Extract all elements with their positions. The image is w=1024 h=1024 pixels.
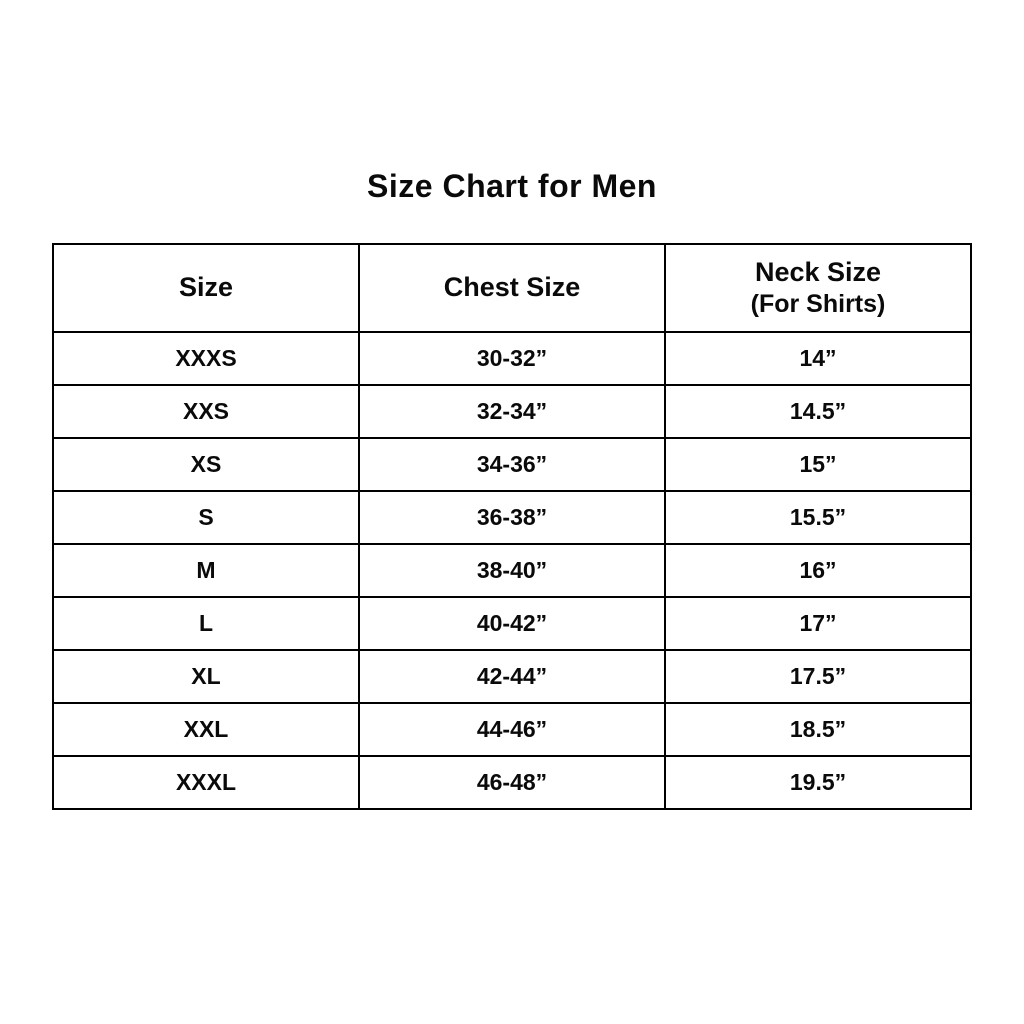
cell-chest: 38-40” [358, 543, 666, 598]
cell-neck: 17.5” [664, 649, 972, 704]
cell-neck: 19.5” [664, 755, 972, 810]
cell-neck: 14” [664, 331, 972, 386]
table-row: L 40-42” 17” [52, 596, 972, 651]
table-row: XXXL 46-48” 19.5” [52, 755, 972, 810]
cell-chest: 44-46” [358, 702, 666, 757]
table-row: XXXS 30-32” 14” [52, 331, 972, 386]
table-row: XXS 32-34” 14.5” [52, 384, 972, 439]
cell-chest: 34-36” [358, 437, 666, 492]
table-row: XL 42-44” 17.5” [52, 649, 972, 704]
header-cell-size: Size [52, 243, 360, 333]
cell-size: S [52, 490, 360, 545]
cell-neck: 15” [664, 437, 972, 492]
cell-chest: 32-34” [358, 384, 666, 439]
table-body: XXXS 30-32” 14” XXS 32-34” 14.5” XS 34-3… [52, 331, 972, 810]
cell-size: L [52, 596, 360, 651]
cell-neck: 17” [664, 596, 972, 651]
cell-size: XXXS [52, 331, 360, 386]
cell-neck: 18.5” [664, 702, 972, 757]
page-title: Size Chart for Men [367, 168, 657, 204]
cell-chest: 30-32” [358, 331, 666, 386]
table-row: XXL 44-46” 18.5” [52, 702, 972, 757]
cell-chest: 42-44” [358, 649, 666, 704]
header-cell-neck: Neck Size (For Shirts) [664, 243, 972, 333]
header-neck-sublabel: (For Shirts) [750, 290, 886, 319]
cell-chest: 40-42” [358, 596, 666, 651]
cell-size: XXXL [52, 755, 360, 810]
table-row: M 38-40” 16” [52, 543, 972, 598]
cell-size: XXL [52, 702, 360, 757]
cell-size: XXS [52, 384, 360, 439]
cell-chest: 46-48” [358, 755, 666, 810]
header-chest-label: Chest Size [443, 272, 581, 303]
header-cell-chest: Chest Size [358, 243, 666, 333]
size-chart-table: Size Chest Size Neck Size (For Shirts) X… [52, 243, 972, 810]
header-size-label: Size [178, 272, 234, 303]
cell-chest: 36-38” [358, 490, 666, 545]
cell-neck: 15.5” [664, 490, 972, 545]
cell-size: M [52, 543, 360, 598]
header-row: Size Chest Size Neck Size (For Shirts) [52, 243, 972, 333]
table-row: XS 34-36” 15” [52, 437, 972, 492]
table-header: Size Chest Size Neck Size (For Shirts) [52, 243, 972, 333]
header-neck-label: Neck Size [754, 256, 882, 287]
cell-neck: 16” [664, 543, 972, 598]
cell-size: XS [52, 437, 360, 492]
table-row: S 36-38” 15.5” [52, 490, 972, 545]
cell-neck: 14.5” [664, 384, 972, 439]
cell-size: XL [52, 649, 360, 704]
